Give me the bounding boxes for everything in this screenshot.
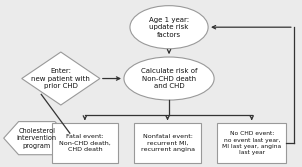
Polygon shape — [22, 52, 100, 105]
Text: Cholesterol
intervention
program: Cholesterol intervention program — [17, 128, 57, 149]
Text: Enter:
new patient with
prior CHD: Enter: new patient with prior CHD — [31, 68, 90, 89]
Bar — [52, 123, 118, 163]
Ellipse shape — [124, 57, 214, 100]
Text: Nonfatal event:
recurrent MI,
recurrent angina: Nonfatal event: recurrent MI, recurrent … — [140, 134, 194, 152]
Text: No CHD event:
no event last year,
MI last year, angina
last year: No CHD event: no event last year, MI las… — [222, 131, 281, 155]
Bar — [217, 123, 286, 163]
Text: Calculate risk of
Non-CHD death
and CHD: Calculate risk of Non-CHD death and CHD — [141, 68, 197, 89]
Ellipse shape — [130, 6, 208, 49]
Text: Age 1 year:
update risk
factors: Age 1 year: update risk factors — [149, 17, 189, 38]
Bar — [134, 123, 201, 163]
Text: Fatal event:
Non-CHD death,
CHD death: Fatal event: Non-CHD death, CHD death — [59, 134, 111, 152]
Polygon shape — [4, 122, 70, 155]
